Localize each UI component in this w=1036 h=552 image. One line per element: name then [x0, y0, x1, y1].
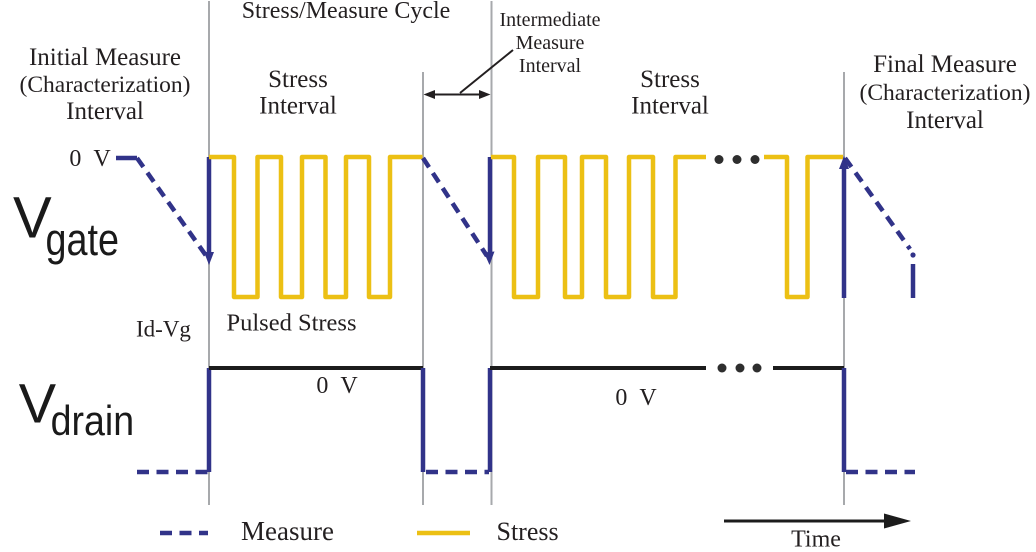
- svg-text:Interval: Interval: [631, 93, 709, 120]
- svg-text:(Characterization): (Characterization): [860, 80, 1031, 106]
- svg-text:gate: gate: [46, 214, 120, 265]
- svg-text:0 V: 0 V: [69, 146, 111, 172]
- svg-text:Measure: Measure: [241, 516, 334, 546]
- svg-text:Intermediate: Intermediate: [499, 9, 600, 31]
- svg-text:V: V: [19, 371, 57, 434]
- svg-text:Interval: Interval: [906, 107, 984, 134]
- svg-text:Interval: Interval: [259, 93, 337, 120]
- svg-text:Initial Measure: Initial Measure: [29, 44, 181, 71]
- svg-text:Id-Vg: Id-Vg: [136, 317, 191, 342]
- svg-text:Stress: Stress: [497, 517, 559, 546]
- svg-text:Stress: Stress: [640, 66, 700, 93]
- svg-text:V: V: [13, 186, 52, 251]
- svg-text:0 V: 0 V: [316, 373, 358, 399]
- svg-text:Interval: Interval: [519, 55, 582, 77]
- svg-text:(Characterization): (Characterization): [20, 72, 191, 98]
- svg-text:Stress/Measure Cycle: Stress/Measure Cycle: [242, 0, 451, 24]
- svg-text:Stress: Stress: [268, 66, 328, 93]
- svg-text:Measure: Measure: [516, 32, 585, 54]
- svg-text:0 V: 0 V: [615, 385, 657, 411]
- svg-text:Interval: Interval: [66, 98, 144, 125]
- svg-text:Final Measure: Final Measure: [873, 51, 1017, 78]
- svg-text:Time: Time: [791, 527, 841, 552]
- svg-text:Pulsed Stress: Pulsed Stress: [227, 310, 357, 337]
- svg-text:drain: drain: [51, 397, 135, 444]
